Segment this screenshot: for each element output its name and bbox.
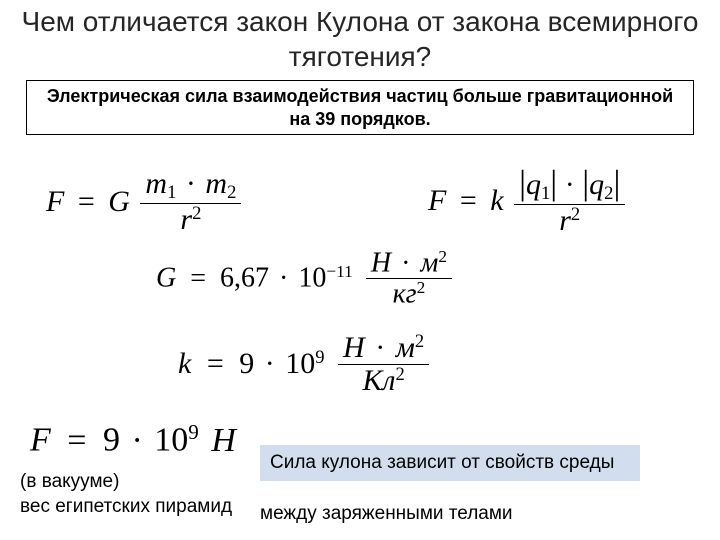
coulomb-coef: k bbox=[490, 184, 503, 217]
r-sup: 2 bbox=[192, 203, 201, 224]
gravity-coef: G bbox=[108, 185, 130, 218]
q2: q bbox=[589, 168, 604, 201]
note-left: (в вакууме) вес египетских пирамид bbox=[20, 470, 232, 519]
coulomb-lhs: F bbox=[428, 184, 446, 217]
page-title: Чем отличается закон Кулона от закона вс… bbox=[0, 0, 720, 74]
k-base: 10 bbox=[285, 347, 315, 380]
dot: · bbox=[279, 263, 288, 294]
r: r bbox=[180, 203, 192, 236]
formula-coulomb-force: F = k |q1| · |q2| r2 bbox=[428, 165, 628, 236]
unit-H: Н bbox=[371, 248, 391, 279]
formula-g-const: G = 6,67 · 10−11 Н · м2 кг2 bbox=[156, 248, 455, 309]
abs-bar: | bbox=[519, 164, 526, 202]
abs-bar: | bbox=[550, 164, 557, 202]
formula-gravity-force: F = G m1 · m2 r2 bbox=[46, 168, 244, 235]
m2-sub: 2 bbox=[227, 182, 236, 203]
note-pyramid: вес египетских пирамид bbox=[20, 495, 232, 520]
under-highlight-text: между заряженными телами bbox=[260, 503, 513, 525]
dot: · bbox=[375, 331, 385, 364]
eq-sign: = bbox=[460, 184, 477, 217]
k-mant: 9 bbox=[239, 347, 254, 380]
f-unit: Н bbox=[211, 422, 236, 459]
unit-m-sup: 2 bbox=[415, 331, 424, 352]
k-lhs: k bbox=[178, 347, 191, 380]
eq-sign: = bbox=[78, 185, 95, 218]
f-mant: 9 bbox=[103, 422, 120, 459]
g-mant: 6,67 bbox=[220, 263, 269, 294]
dot: · bbox=[265, 347, 275, 380]
formula-f-value: F = 9 · 109 Н bbox=[30, 420, 236, 460]
dot: · bbox=[565, 168, 575, 201]
m1: m bbox=[145, 167, 167, 200]
highlight-box: Сила кулона зависит от свойств среды bbox=[260, 445, 640, 481]
unit-m-sup: 2 bbox=[438, 247, 447, 266]
g-base: 10 bbox=[298, 263, 326, 294]
unit-kl: Кл bbox=[362, 364, 395, 397]
unit-H: Н bbox=[343, 331, 365, 364]
coulomb-fraction: |q1| · |q2| r2 bbox=[514, 165, 625, 236]
abs-bar: | bbox=[613, 164, 620, 202]
eq-sign: = bbox=[67, 422, 86, 459]
g-exp: −11 bbox=[326, 262, 353, 281]
m1-sub: 1 bbox=[167, 182, 176, 203]
note-vacuum: (в вакууме) bbox=[20, 470, 232, 495]
unit-m: м bbox=[396, 331, 415, 364]
unit-m: м bbox=[420, 248, 438, 279]
dot: · bbox=[186, 167, 196, 200]
formula-k-const: k = 9 · 109 Н · м2 Кл2 bbox=[178, 332, 432, 396]
eq-sign: = bbox=[207, 347, 224, 380]
eq-sign: = bbox=[190, 263, 206, 294]
gravity-lhs: F bbox=[46, 185, 64, 218]
f-base: 10 bbox=[154, 422, 188, 459]
dot: · bbox=[401, 248, 410, 279]
f-exp: 9 bbox=[188, 420, 199, 444]
k-unit: Н · м2 Кл2 bbox=[338, 332, 429, 396]
k-exp: 9 bbox=[315, 347, 324, 368]
gravity-fraction: m1 · m2 r2 bbox=[140, 168, 241, 235]
subtitle-box: Электрическая сила взаимодействия частиц… bbox=[26, 80, 694, 135]
unit-kl-sup: 2 bbox=[395, 364, 404, 385]
r-sup: 2 bbox=[571, 204, 580, 225]
unit-kg-sup: 2 bbox=[417, 278, 426, 297]
dot: · bbox=[131, 422, 142, 459]
g-unit: Н · м2 кг2 bbox=[366, 248, 452, 309]
g-lhs: G bbox=[156, 263, 176, 294]
q1: q bbox=[526, 168, 541, 201]
r: r bbox=[559, 204, 571, 237]
f-lhs: F bbox=[30, 422, 51, 459]
q1-sub: 1 bbox=[541, 183, 550, 204]
unit-kg: кг bbox=[393, 278, 417, 309]
m2: m bbox=[205, 167, 227, 200]
